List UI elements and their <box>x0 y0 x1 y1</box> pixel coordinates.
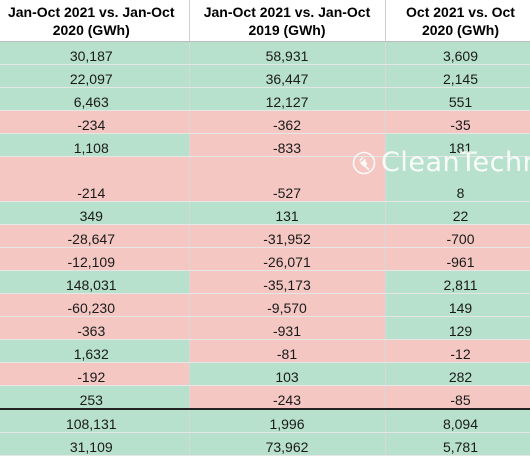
table-cell: -26,071 <box>189 247 386 271</box>
table-cell: 2,145 <box>385 64 530 88</box>
table-cell: -931 <box>189 316 386 340</box>
table-cell: 3,609 <box>385 41 530 65</box>
table-cell: 103 <box>189 362 386 386</box>
column-header: Oct 2021 vs. Oct 2020 (GWh) <box>385 0 530 42</box>
table-cell: 551 <box>385 87 530 111</box>
table-cell: -700 <box>385 224 530 248</box>
table-row: -12,109 -26,071 -961 <box>0 247 530 271</box>
table-row: 148,031 -35,173 2,811 <box>0 270 530 294</box>
table-cell: 12,127 <box>189 87 386 111</box>
table-cell: 253 <box>0 385 190 410</box>
column-header: Jan-Oct 2021 vs. Jan-Oct 2019 (GWh) <box>189 0 386 42</box>
table-cell: 30,187 <box>0 41 190 65</box>
table-cell: -243 <box>189 385 386 410</box>
table-cell: 129 <box>385 316 530 340</box>
total-row: 108,131 1,996 8,094 <box>0 408 530 433</box>
table-row: 253 -243 -85 <box>0 385 530 410</box>
table-row: 1,632 -81 -12 <box>0 339 530 363</box>
table-row: 6,463 12,127 551 <box>0 87 530 111</box>
table-row: 22,097 36,447 2,145 <box>0 64 530 88</box>
table-cell: -961 <box>385 247 530 271</box>
table-cell: 1,108 <box>0 133 190 157</box>
table-cell: -362 <box>189 110 386 134</box>
table-cell: 22,097 <box>0 64 190 88</box>
table-cell: -192 <box>0 362 190 386</box>
table-cell: -363 <box>0 316 190 340</box>
table-row: -234 -362 -35 <box>0 110 530 134</box>
table-row: -363 -931 129 <box>0 316 530 340</box>
table-cell: 181 <box>385 133 530 157</box>
table-row: -28,647 -31,952 -700 <box>0 224 530 248</box>
table-cell: 148,031 <box>0 270 190 294</box>
table-cell: 6,463 <box>0 87 190 111</box>
table-cell: 36,447 <box>189 64 386 88</box>
table-cell: 2,811 <box>385 270 530 294</box>
table-cell: -12 <box>385 339 530 363</box>
table-cell: -35 <box>385 110 530 134</box>
table-cell: 149 <box>385 293 530 317</box>
table-cell: 1,996 <box>189 408 386 433</box>
total-row: 31,109 73,962 5,781 <box>0 432 530 456</box>
table-cell: 22 <box>385 201 530 225</box>
table-cell: 73,962 <box>189 432 386 456</box>
table-cell: 349 <box>0 201 190 225</box>
table-cell: 1,632 <box>0 339 190 363</box>
table-cell: 5,781 <box>385 432 530 456</box>
table-cell: -234 <box>0 110 190 134</box>
table-cell: -12,109 <box>0 247 190 271</box>
table-row: -192 103 282 <box>0 362 530 386</box>
table-header: Jan-Oct 2021 vs. Jan-Oct 2020 (GWh) Jan-… <box>0 0 530 42</box>
table-cell: -81 <box>189 339 386 363</box>
table-cell: 108,131 <box>0 408 190 433</box>
table-cell: 131 <box>189 201 386 225</box>
table-cell: 31,109 <box>0 432 190 456</box>
table-row: 349 131 22 <box>0 201 530 225</box>
table-cell: -35,173 <box>189 270 386 294</box>
column-header: Jan-Oct 2021 vs. Jan-Oct 2020 (GWh) <box>0 0 190 42</box>
table-cell: -85 <box>385 385 530 410</box>
table-cell: 58,931 <box>189 41 386 65</box>
table-cell: -527 <box>189 156 386 202</box>
table-cell: 8 <box>385 156 530 202</box>
table-row: 30,187 58,931 3,609 <box>0 41 530 65</box>
table-cell: -214 <box>0 156 190 202</box>
header-row: Jan-Oct 2021 vs. Jan-Oct 2020 (GWh) Jan-… <box>0 0 530 42</box>
table-cell: -28,647 <box>0 224 190 248</box>
table-cell: -833 <box>189 133 386 157</box>
table-cell: -31,952 <box>189 224 386 248</box>
table-row: 1,108 -833 181 <box>0 133 530 157</box>
table-row: -214 -527 8 <box>0 156 530 202</box>
table-cell: -9,570 <box>189 293 386 317</box>
table-cell: 282 <box>385 362 530 386</box>
table-cell: 8,094 <box>385 408 530 433</box>
table-row: -60,230 -9,570 149 <box>0 293 530 317</box>
table-cell: -60,230 <box>0 293 190 317</box>
table-body: 30,187 58,931 3,609 22,097 36,447 2,145 6,463 1… <box>0 41 530 456</box>
